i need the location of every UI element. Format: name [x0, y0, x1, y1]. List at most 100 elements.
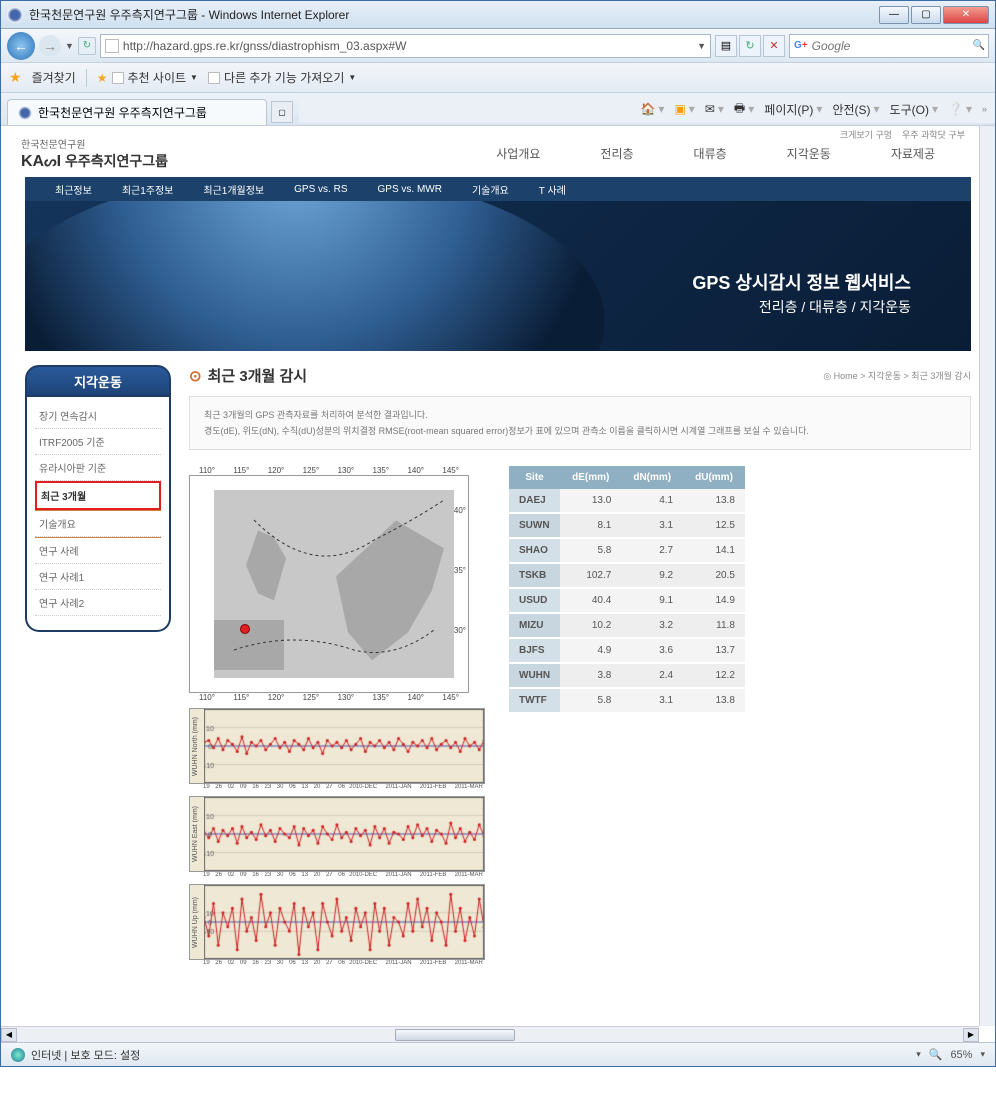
get-addons-link[interactable]: 다른 추가 기능 가져오기 ▼ [208, 69, 356, 86]
subnav-c[interactable]: 최근1개월정보 [203, 182, 264, 197]
page-icon [112, 72, 124, 84]
compat-button[interactable]: ▤ [715, 35, 737, 57]
table-row[interactable]: USUD40.49.114.9 [509, 588, 745, 613]
zoom-icon[interactable]: 🔍 [929, 1048, 943, 1061]
address-input[interactable] [123, 39, 693, 53]
table-row[interactable]: SUWN8.13.112.5 [509, 513, 745, 538]
nav-data[interactable]: 자료제공 [891, 145, 935, 162]
table-row[interactable]: TWTF5.83.113.8 [509, 688, 745, 713]
expand-icon[interactable]: » [982, 104, 987, 114]
protected-mode-dropdown-icon[interactable]: ▾ [916, 1049, 921, 1060]
table-row[interactable]: TSKB102.79.220.5 [509, 563, 745, 588]
home-icon: 🏠 [640, 102, 655, 116]
chevron-down-icon: ▼ [348, 73, 356, 82]
new-tab-button[interactable]: ▢ [271, 101, 293, 123]
banner-subtitle: 전리층 / 대류층 / 지각운동 [759, 297, 911, 317]
subnav-e[interactable]: GPS vs. MWR [378, 184, 442, 195]
search-go-icon[interactable]: 🔍 [973, 40, 985, 51]
window-title: 한국천문연구원 우주측지연구그룹 - Windows Internet Expl… [29, 6, 879, 23]
sidebar-item[interactable]: 연구 사례 [35, 537, 161, 564]
subnav-f[interactable]: 기술개요 [472, 182, 509, 197]
subnav-d[interactable]: GPS vs. RS [294, 184, 347, 195]
mail-button[interactable]: ✉▾ [705, 102, 724, 116]
search-box[interactable]: G+ 🔍 [789, 34, 989, 58]
logo-subtitle: 한국천문연구원 [21, 136, 168, 151]
address-bar[interactable]: ▼ [100, 34, 711, 58]
maximize-button[interactable]: ▢ [911, 6, 941, 24]
table-row[interactable]: WUHN3.82.412.2 [509, 663, 745, 688]
table-row[interactable]: DAEJ13.04.113.8 [509, 489, 745, 513]
feeds-button[interactable]: ▣▾ [674, 102, 694, 116]
subnav-a[interactable]: 최근정보 [55, 182, 92, 197]
page-menu[interactable]: 페이지(P)▾ [764, 101, 822, 118]
subnav-b[interactable]: 최근1주정보 [122, 182, 174, 197]
mail-icon: ✉ [705, 102, 715, 116]
nav-overview[interactable]: 사업개요 [496, 145, 540, 162]
horizontal-scrollbar[interactable]: ◀ ▶ [1, 1026, 979, 1042]
favorites-label[interactable]: 즐겨찾기 [32, 69, 76, 86]
scroll-right-button[interactable]: ▶ [963, 1028, 979, 1042]
search-input[interactable] [812, 39, 969, 53]
table-row[interactable]: MIZU10.23.211.8 [509, 613, 745, 638]
close-button[interactable]: ✕ [943, 6, 989, 24]
forward-button[interactable]: → [39, 35, 61, 57]
scroll-left-button[interactable]: ◀ [1, 1028, 17, 1042]
nav-ionosphere[interactable]: 전리층 [600, 145, 633, 162]
print-icon: 🖶 [734, 99, 745, 120]
chart-east: WUHN East (mm) [189, 796, 485, 872]
nav-troposphere[interactable]: 대류층 [694, 145, 727, 162]
google-icon: G+ [794, 39, 808, 53]
tools-menu[interactable]: 도구(O)▾ [890, 101, 938, 118]
home-button[interactable]: 🏠▾ [640, 102, 664, 116]
ie-icon [7, 7, 23, 23]
browser-tab[interactable]: 한국천문연구원 우주측지연구그룹 [7, 99, 267, 125]
sidebar-item[interactable]: 기술개요 [35, 510, 161, 537]
refresh-button[interactable]: ↻ [739, 35, 761, 57]
top-link-a[interactable]: 크게보기 구멍 [840, 128, 892, 141]
zoom-level: 65% [950, 1049, 972, 1061]
col-site: Site [509, 466, 560, 489]
sidebar-item[interactable]: ITRF2005 기준 [35, 429, 161, 455]
help-icon: ❔ [948, 102, 963, 116]
sidebar-item[interactable]: 유라시아판 기준 [35, 455, 161, 481]
favorites-star-icon[interactable]: ★ [9, 69, 22, 86]
page-title: 최근 3개월 감시 [189, 365, 307, 386]
print-button[interactable]: 🖶▾ [734, 99, 754, 120]
rmse-table: Site dE(mm) dN(mm) dU(mm) DAEJ13.04.113.… [509, 466, 745, 714]
compat-view-icon[interactable]: ↻ [78, 37, 96, 55]
safety-menu[interactable]: 안전(S)▾ [832, 101, 879, 118]
stop-button[interactable]: ✕ [763, 35, 785, 57]
subnav-g[interactable]: T 사례 [539, 182, 566, 197]
description-box: 최근 3개월의 GPS 관측자료를 처리하여 분석한 결과입니다. 경도(dE)… [189, 396, 971, 450]
address-dropdown-icon[interactable]: ▼ [697, 41, 706, 51]
minimize-button[interactable]: — [879, 6, 909, 24]
top-link-b[interactable]: 우주 과학닷 구부 [902, 128, 965, 141]
sidebar-item-active[interactable]: 최근 3개월 [35, 481, 161, 510]
tab-title: 한국천문연구원 우주측지연구그룹 [38, 104, 207, 121]
table-row[interactable]: SHAO5.82.714.1 [509, 538, 745, 563]
chart-up: WUHN Up (mm) [189, 884, 485, 960]
table-row[interactable]: BJFS4.93.613.7 [509, 638, 745, 663]
zone-icon [11, 1048, 25, 1062]
rss-icon: ▣ [674, 102, 685, 116]
sidebar-item[interactable]: 연구 사례1 [35, 564, 161, 590]
col-du: dU(mm) [683, 466, 745, 489]
scroll-thumb[interactable] [395, 1029, 515, 1041]
sidebar-item[interactable]: 장기 연속감시 [35, 403, 161, 429]
col-dn: dN(mm) [621, 466, 683, 489]
star-icon: ★ [97, 71, 108, 85]
history-dropdown-icon[interactable]: ▼ [65, 41, 74, 51]
help-button[interactable]: ❔▾ [948, 102, 972, 116]
ie-icon [18, 106, 32, 120]
chevron-down-icon: ▼ [190, 73, 198, 82]
nav-crustal[interactable]: 지각운동 [787, 145, 831, 162]
page-icon [208, 72, 220, 84]
zoom-dropdown-icon[interactable]: ▾ [980, 1049, 985, 1060]
sidebar-item[interactable]: 연구 사례2 [35, 590, 161, 616]
breadcrumb: ◎ Home > 지각운동 > 최근 3개월 감시 [823, 369, 971, 382]
page-icon [105, 39, 119, 53]
back-button[interactable]: ← [7, 32, 35, 60]
suggested-sites-link[interactable]: ★ 추천 사이트 ▼ [97, 69, 198, 86]
vertical-scrollbar[interactable] [979, 126, 995, 1026]
site-logo[interactable]: 한국천문연구원 KAᔕI 우주측지연구그룹 [21, 136, 168, 171]
